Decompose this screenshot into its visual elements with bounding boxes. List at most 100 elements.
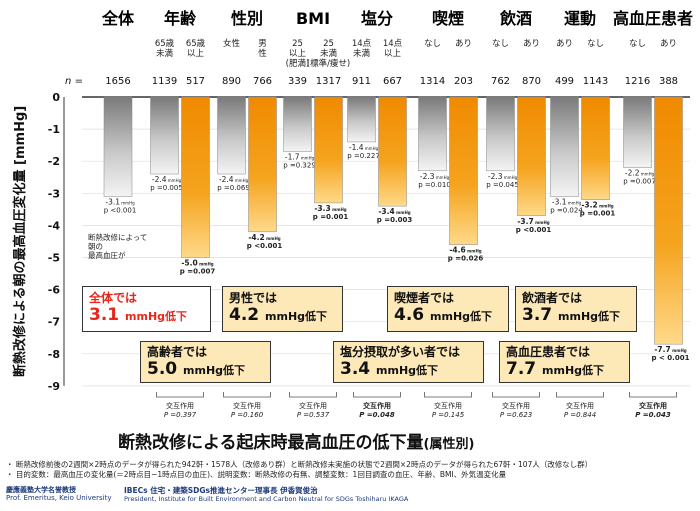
group-subheader: 未満 (353, 48, 371, 59)
group-header: BMI (296, 9, 330, 28)
interaction-label: 交互作用 (233, 401, 261, 410)
y-tick-label: -8 (48, 348, 60, 361)
group-subheader: 性 (258, 48, 267, 59)
callout-overall: 全体では 3.1 mmHg低下 (82, 286, 211, 332)
callout-male-value: 4.2 (229, 305, 260, 325)
group-subheader: 65歳 (186, 38, 206, 49)
group-subheader: 65歳 (155, 38, 175, 49)
keio-logo: 慶應義塾大学名誉教授 Prof. Emeritus, Keio Universi… (6, 486, 111, 502)
n-label: 517 (186, 76, 205, 87)
bar-value-label: -7.7 mmHg (654, 345, 686, 354)
bar (623, 96, 652, 168)
bar-value-label: -3.1 mmHg (105, 198, 135, 207)
group-header: 飲酒 (499, 9, 532, 28)
n-prefix: n = (65, 76, 83, 87)
ibecs-logo-line1: IBECs 住宅・建築SDGs推進センター理事長 伊香賀俊治 (124, 486, 318, 495)
bar (517, 96, 546, 217)
group-header: 全体 (101, 9, 135, 28)
bar-p-value: p <0.001 (247, 242, 283, 250)
callout-hypertension-line1: 高血圧患者では (506, 345, 591, 359)
group-subheader: 14点 (383, 39, 403, 49)
group-subheader: 以上 (187, 49, 205, 59)
bar-p-value: p =0.003 (377, 216, 413, 224)
callout-hypertension-unit: mmHg低下 (542, 364, 605, 377)
callout-elderly: 高齢者では 5.0 mmHg低下 (140, 341, 271, 383)
group-subheader: 女性 (223, 38, 241, 49)
interaction-bracket (156, 392, 204, 398)
y-tick-label: -2 (48, 155, 60, 168)
footnote-1: ・ 断熱改修前後の2週間×2時点のデータが得られた942軒・1578人（改修あり… (6, 460, 593, 469)
callout-drinker-value: 3.7 (522, 305, 553, 325)
n-label: 1143 (583, 76, 608, 87)
interaction-label: 交互作用 (166, 401, 194, 410)
bar-value-label: -2.3 mmHg (488, 172, 518, 181)
bar-p-value: p < 0.001 (652, 354, 690, 362)
bar-value-label: -2.4 mmHg (152, 175, 182, 184)
bar-p-value: p =0.069 (217, 184, 250, 192)
bar-p-value: p =0.005 (150, 184, 183, 192)
n-label: 1216 (625, 76, 650, 87)
group-subheader: あり (523, 39, 540, 49)
interaction-p-value: P =0.043 (635, 411, 671, 419)
bar-value-label: -1.7 mmHg (285, 153, 315, 162)
interaction-label: 交互作用 (434, 401, 462, 410)
n-label: 1139 (152, 76, 177, 87)
interaction-label: 交互作用 (502, 401, 530, 410)
group-header: 喫煙 (432, 9, 464, 28)
n-label: 667 (383, 76, 402, 87)
interaction-label: 交互作用 (639, 401, 667, 410)
group-header: 高血圧患者 (613, 9, 693, 28)
callout-salt-value: 3.4 (340, 359, 371, 379)
callout-smoker-value: 4.6 (394, 305, 425, 325)
group-subheader: 男 (258, 39, 267, 49)
bar-value-label: -5.0 mmHg (181, 259, 213, 268)
y-tick-label: -1 (48, 123, 60, 136)
callout-salt-line1: 塩分摂取が多い者では (340, 345, 461, 359)
group-subheader: あり (556, 39, 573, 49)
group-header: 性別 (231, 9, 263, 28)
bar-p-value: p <0.001 (104, 207, 137, 215)
group-subheader: なし (492, 39, 509, 49)
interaction-p-value: P =0.397 (164, 411, 197, 419)
group-subheader: 以上 (384, 49, 402, 59)
interaction-bracket (353, 392, 401, 398)
y-tick-label: -5 (48, 252, 60, 265)
callout-male-unit: mmHg低下 (265, 310, 328, 323)
interaction-bracket (223, 392, 271, 398)
interaction-bracket (492, 392, 540, 398)
bar-value-label: -1.4 mmHg (349, 143, 379, 152)
bar (181, 96, 210, 258)
ibecs-logo-line2: President, Institute for Built Environme… (124, 495, 409, 503)
chart-title-block: 断熱改修による起床時最高血圧の低下量(属性別) (118, 428, 474, 453)
interaction-p-value: P =0.048 (359, 411, 395, 419)
callout-elderly-unit: mmHg低下 (183, 364, 246, 377)
bar-value-label: -2.2 mmHg (625, 169, 655, 178)
bar-p-value: p =0.024 (550, 207, 583, 215)
keio-logo-line2: Prof. Emeritus, Keio University (6, 494, 112, 502)
bar-p-value: p =0.007 (180, 268, 216, 276)
callout-male: 男性では 4.2 mmHg低下 (222, 286, 343, 332)
bar-value-label: -2.3 mmHg (420, 172, 450, 181)
group-subheader: 未満 (156, 48, 174, 59)
y-tick-label: -6 (48, 284, 61, 297)
n-label: 890 (222, 76, 241, 87)
bar-value-label: -3.2 mmHg (581, 201, 613, 210)
callout-salt-unit: mmHg低下 (376, 364, 439, 377)
group-subheader: (肥満) (286, 59, 310, 69)
bar (248, 96, 277, 233)
n-label: 203 (454, 76, 473, 87)
bar-p-value: p <0.001 (516, 226, 552, 234)
bar-value-label: -3.1 mmHg (552, 198, 582, 207)
bar (103, 96, 133, 197)
n-label: 766 (253, 76, 272, 87)
y-tick-label: -4 (48, 219, 61, 232)
bar (283, 96, 312, 152)
callout-hypertension-value: 7.7 (506, 359, 537, 379)
interaction-label: 交互作用 (566, 401, 594, 410)
bar (314, 96, 343, 204)
group-subheader: (標準/痩せ) (307, 58, 351, 69)
n-label: 499 (555, 76, 574, 87)
callout-overall-line1: 全体では (89, 291, 138, 305)
ibecs-logo: IBECs 住宅・建築SDGs推進センター理事長 伊香賀俊治 President… (124, 486, 408, 504)
